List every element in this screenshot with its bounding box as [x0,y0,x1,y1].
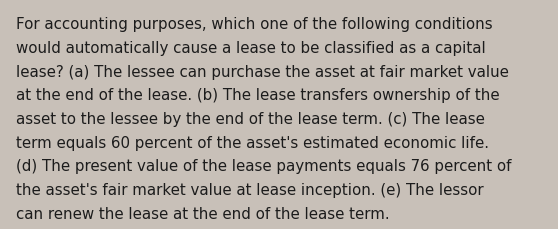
Text: term equals 60 percent of the asset's estimated economic life.: term equals 60 percent of the asset's es… [16,135,489,150]
Text: For accounting purposes, which one of the following conditions: For accounting purposes, which one of th… [16,17,492,32]
Text: can renew the lease at the end of the lease term.: can renew the lease at the end of the le… [16,206,389,221]
Text: would automatically cause a lease to be classified as a capital: would automatically cause a lease to be … [16,41,485,56]
Text: the asset's fair market value at lease inception. (e) The lessor: the asset's fair market value at lease i… [16,182,483,197]
Text: lease? (a) The lessee can purchase the asset at fair market value: lease? (a) The lessee can purchase the a… [16,64,508,79]
Text: at the end of the lease. (b) The lease transfers ownership of the: at the end of the lease. (b) The lease t… [16,88,499,103]
Text: asset to the lessee by the end of the lease term. (c) The lease: asset to the lessee by the end of the le… [16,112,484,126]
Text: (d) The present value of the lease payments equals 76 percent of: (d) The present value of the lease payme… [16,159,511,174]
